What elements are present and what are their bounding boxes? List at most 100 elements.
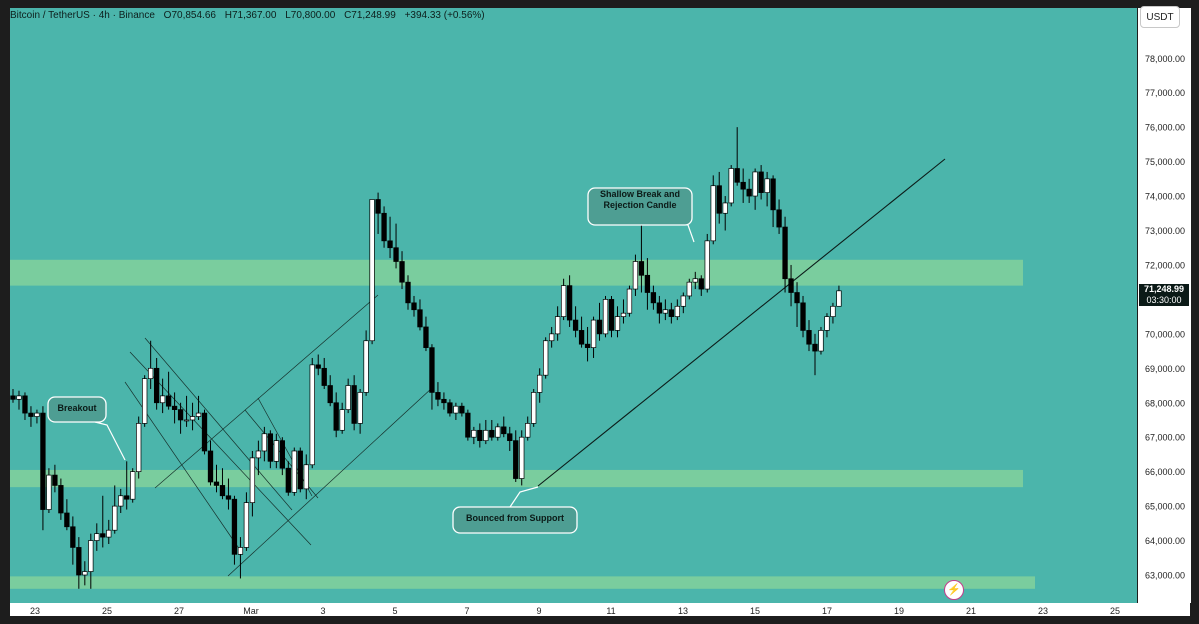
x-tick-label: 19: [894, 606, 904, 616]
candle-body: [279, 440, 285, 469]
candle-body: [58, 485, 64, 514]
x-tick-label: 21: [966, 606, 976, 616]
x-tick-label: 5: [392, 606, 397, 616]
candle-body: [501, 426, 507, 435]
candle-body: [225, 495, 232, 500]
x-tick-label: 3: [320, 606, 325, 616]
candle-body: [315, 364, 321, 369]
y-tick-label: 77,000.00: [1145, 88, 1185, 98]
candle-body: [285, 467, 291, 493]
candle-body: [10, 395, 16, 400]
candle-body: [441, 398, 447, 404]
candle-body: [824, 316, 830, 331]
x-tick-label: Mar: [243, 606, 259, 616]
time-axis-background: [10, 603, 1190, 616]
channel-line: [144, 337, 293, 511]
candle-body: [201, 412, 208, 452]
candle-body: [165, 395, 172, 407]
candle-body: [351, 385, 357, 424]
y-tick-label: 73,000.00: [1145, 226, 1185, 236]
candle-body: [291, 450, 297, 493]
candle-body: [309, 364, 315, 466]
candle-body: [148, 367, 154, 379]
candle-body: [142, 378, 148, 424]
candle-body: [507, 433, 513, 441]
candle-body: [423, 326, 429, 348]
candle-body: [207, 450, 214, 483]
x-tick-label: 23: [1038, 606, 1048, 616]
candle-body: [566, 285, 573, 321]
candle-body: [357, 392, 363, 424]
y-tick-label: 72,000.00: [1145, 260, 1185, 270]
candle-body: [614, 316, 621, 331]
candle-body: [100, 533, 106, 538]
channel-line: [154, 294, 379, 489]
y-tick-label: 64,000.00: [1145, 536, 1185, 546]
candle-body: [267, 433, 274, 462]
lightning-icon[interactable]: ⚡: [944, 580, 964, 600]
x-tick-label: 17: [822, 606, 832, 616]
candle-body: [231, 498, 238, 555]
trendline: [537, 158, 946, 487]
candle-body: [399, 261, 405, 283]
candle-body: [22, 395, 28, 414]
candle-body: [249, 457, 256, 504]
x-tick-label: 11: [606, 606, 615, 616]
candle-body: [596, 319, 603, 335]
candle-body: [554, 316, 561, 335]
candle-body: [375, 199, 381, 214]
candle-body: [243, 502, 250, 548]
candle-body: [686, 281, 692, 297]
candle-body: [411, 302, 417, 311]
candle-body: [447, 402, 453, 414]
candle-body: [195, 412, 202, 417]
x-tick-label: 9: [536, 606, 541, 616]
candle-body: [662, 309, 669, 314]
y-tick-label: 78,000.00: [1145, 54, 1185, 64]
candle-body: [52, 474, 58, 486]
candle-body: [483, 429, 489, 441]
candle-body: [728, 168, 734, 204]
candle-body: [82, 571, 88, 576]
candle-body: [417, 309, 423, 328]
candle-body: [638, 261, 645, 276]
breakout-annotation: Breakout: [47, 396, 126, 461]
symbol-title: Bitcoin / TetherUS · 4h · Binance: [10, 10, 155, 21]
candle-body: [345, 385, 351, 410]
ohlc-change: +394.33 (+0.56%): [404, 10, 485, 21]
x-tick-label: 27: [174, 606, 184, 616]
candle-body: [88, 540, 94, 572]
candle-body: [698, 278, 704, 290]
candle-body: [543, 340, 549, 376]
candle-body: [213, 481, 220, 486]
candle-body: [674, 305, 680, 317]
y-tick-label: 76,000.00: [1145, 123, 1185, 133]
candle-body: [112, 505, 118, 531]
candle-body: [513, 440, 519, 479]
candle-body: [770, 178, 776, 211]
candle-body: [321, 367, 327, 386]
candle-body: [830, 305, 836, 317]
candle-body: [106, 529, 112, 538]
candle-body: [177, 409, 184, 421]
candle-body: [363, 340, 369, 393]
y-tick-label: 74,000.00: [1145, 192, 1185, 202]
candle-body: [692, 278, 698, 283]
currency-button[interactable]: USDT: [1140, 6, 1180, 28]
candle-body: [34, 412, 40, 417]
candle-body: [405, 281, 411, 304]
candle-body: [130, 471, 136, 500]
candle-body: [632, 261, 639, 290]
candle-body: [393, 247, 399, 262]
candle-body: [46, 474, 52, 510]
ohlc-close: C71,248.99: [344, 10, 396, 21]
x-tick-label: 13: [678, 606, 688, 616]
candle-body: [764, 178, 770, 193]
candle-body: [28, 412, 34, 417]
candle-body: [620, 312, 627, 317]
y-tick-label: 67,000.00: [1145, 433, 1185, 443]
candle-body: [16, 395, 22, 400]
candle-body: [471, 429, 477, 438]
